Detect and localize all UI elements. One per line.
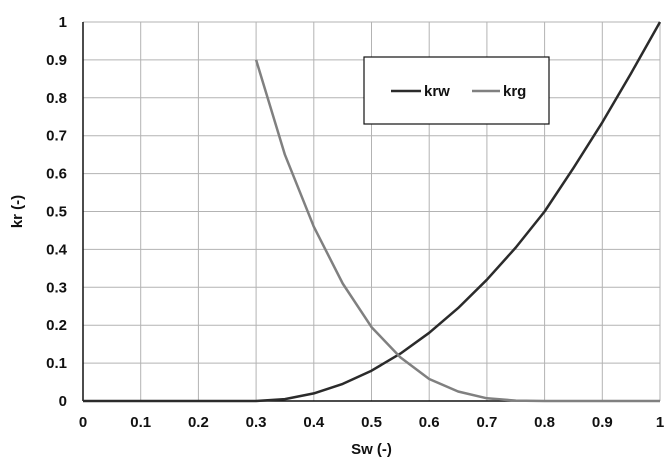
y-tick-label: 0.3 — [46, 279, 67, 296]
x-tick-label: 0.2 — [188, 414, 209, 431]
x-tick-label: 0.6 — [419, 414, 440, 431]
series-lines — [83, 21, 662, 403]
y-tick-label: 1 — [59, 14, 67, 31]
y-tick-label: 0.4 — [46, 241, 68, 258]
series-line-krw — [83, 21, 662, 403]
series-line-krg — [254, 59, 660, 403]
x-tick-label: 0.5 — [361, 414, 382, 431]
y-tick-label: 0.2 — [46, 317, 67, 334]
x-tick-label: 0.4 — [303, 414, 325, 431]
x-tick-label: 0 — [79, 414, 87, 431]
y-tick-label: 0.8 — [46, 90, 67, 107]
y-axis-label: kr (-) — [9, 195, 26, 228]
x-tick-label: 0.8 — [534, 414, 555, 431]
x-tick-label: 0.1 — [130, 414, 151, 431]
y-tick-label: 0.1 — [46, 355, 67, 372]
y-tick-label: 0.5 — [46, 204, 67, 221]
x-tick-label: 0.7 — [476, 414, 497, 431]
y-tick-label: 0 — [59, 393, 67, 410]
legend-label-krw: krw — [424, 83, 450, 100]
y-tick-label: 0.9 — [46, 52, 67, 69]
legend-label-krg: krg — [503, 83, 526, 100]
x-tick-label: 0.9 — [592, 414, 613, 431]
tick-labels: 0 0.1 0.2 0.3 0.4 0.5 0.6 0.7 0.8 0.9 1 0 0.1 0.2 0.3 0… — [46, 14, 664, 431]
x-tick-label: 1 — [656, 414, 664, 431]
x-tick-label: 0.3 — [246, 414, 267, 431]
legend: krw krg — [363, 56, 550, 125]
y-tick-label: 0.7 — [46, 128, 67, 145]
x-axis-label: Sw (-) — [351, 441, 392, 458]
y-tick-label: 0.6 — [46, 166, 67, 183]
